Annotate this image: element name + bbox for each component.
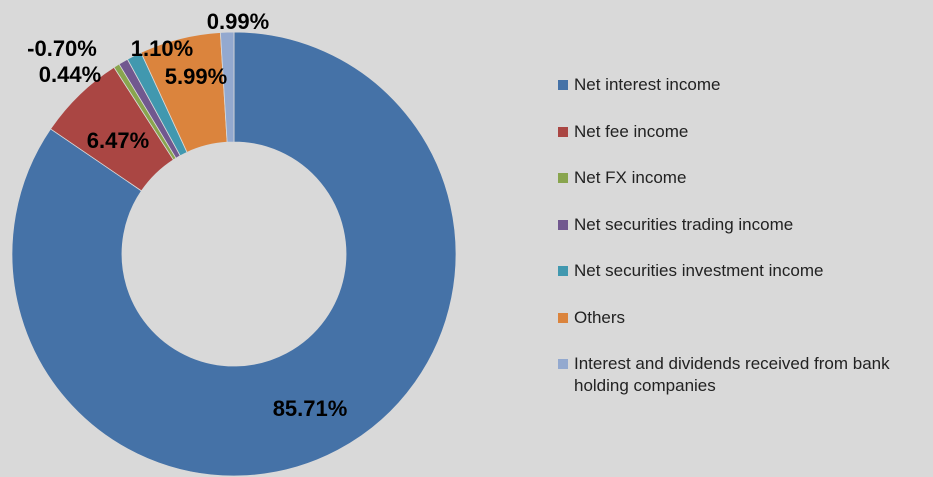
- legend-item-3: Net FX income: [558, 167, 928, 214]
- data-label-5: 1.10%: [131, 36, 193, 61]
- legend-label-4: Net securities trading income: [574, 214, 794, 234]
- legend-item-4: Net securities trading income: [558, 214, 928, 261]
- legend-item-7: Interest and dividends received from ban…: [558, 353, 928, 400]
- legend: Net interest income Net fee income Net FX …: [558, 74, 928, 400]
- donut-chart: 85.71% 6.47% 0.44%-0.70% 1.10% 5.99% 0.99%: [11, 9, 457, 477]
- legend-swatch-5: [558, 266, 568, 276]
- legend-swatch-4: [558, 219, 568, 230]
- donut-slice-1: [11, 31, 457, 477]
- donut-slice-7: [219, 31, 235, 143]
- legend-swatch-6: [558, 312, 568, 323]
- legend-swatch-3: [558, 173, 568, 183]
- data-label-7: 0.99%: [207, 9, 269, 34]
- legend-item-6: Others: [558, 307, 928, 354]
- data-label-4: -0.70%: [27, 36, 97, 61]
- legend-item-2: Net fee income: [558, 121, 928, 168]
- legend-item-5: Net securities investment income: [558, 260, 928, 307]
- legend-label-6: Others: [574, 307, 626, 327]
- data-label-2: 6.47%: [87, 128, 149, 153]
- legend-swatch-1: [558, 80, 568, 90]
- legend-swatch-2: [558, 126, 568, 137]
- data-label-6: 5.99%: [165, 64, 227, 89]
- data-label-1: 85.71%: [273, 396, 348, 421]
- data-label-3: 0.44%: [39, 62, 101, 87]
- legend-item-1: Net interest income: [558, 74, 928, 121]
- legend-label-3: Net FX income: [574, 168, 687, 187]
- legend-label-1: Net interest income: [574, 75, 721, 94]
- legend-swatch-7: [558, 359, 568, 369]
- legend-label-2: Net fee income: [574, 121, 689, 141]
- legend-label-7: Interest and dividends received from ban…: [574, 354, 890, 395]
- legend-label-5: Net securities investment income: [574, 261, 824, 280]
